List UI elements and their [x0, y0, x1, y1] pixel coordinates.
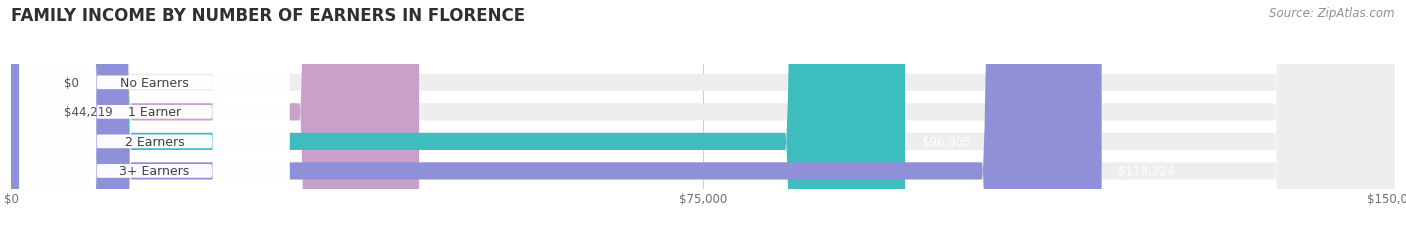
Text: $0: $0	[63, 76, 79, 89]
FancyBboxPatch shape	[20, 0, 290, 231]
FancyBboxPatch shape	[11, 0, 419, 231]
FancyBboxPatch shape	[11, 0, 1102, 231]
Text: 1 Earner: 1 Earner	[128, 106, 181, 119]
Text: $44,219: $44,219	[63, 106, 112, 119]
Text: 3+ Earners: 3+ Earners	[120, 165, 190, 178]
FancyBboxPatch shape	[20, 0, 290, 231]
FancyBboxPatch shape	[11, 0, 1395, 231]
FancyBboxPatch shape	[11, 0, 1395, 231]
Text: No Earners: No Earners	[120, 76, 188, 89]
Text: 2 Earners: 2 Earners	[125, 135, 184, 148]
FancyBboxPatch shape	[11, 0, 1395, 231]
FancyBboxPatch shape	[20, 0, 290, 231]
FancyBboxPatch shape	[11, 0, 34, 231]
Text: FAMILY INCOME BY NUMBER OF EARNERS IN FLORENCE: FAMILY INCOME BY NUMBER OF EARNERS IN FL…	[11, 7, 526, 25]
Text: Source: ZipAtlas.com: Source: ZipAtlas.com	[1270, 7, 1395, 20]
FancyBboxPatch shape	[11, 0, 905, 231]
FancyBboxPatch shape	[11, 0, 1395, 231]
FancyBboxPatch shape	[20, 0, 290, 231]
Text: $118,224: $118,224	[1118, 165, 1174, 178]
Text: $96,905: $96,905	[922, 135, 970, 148]
